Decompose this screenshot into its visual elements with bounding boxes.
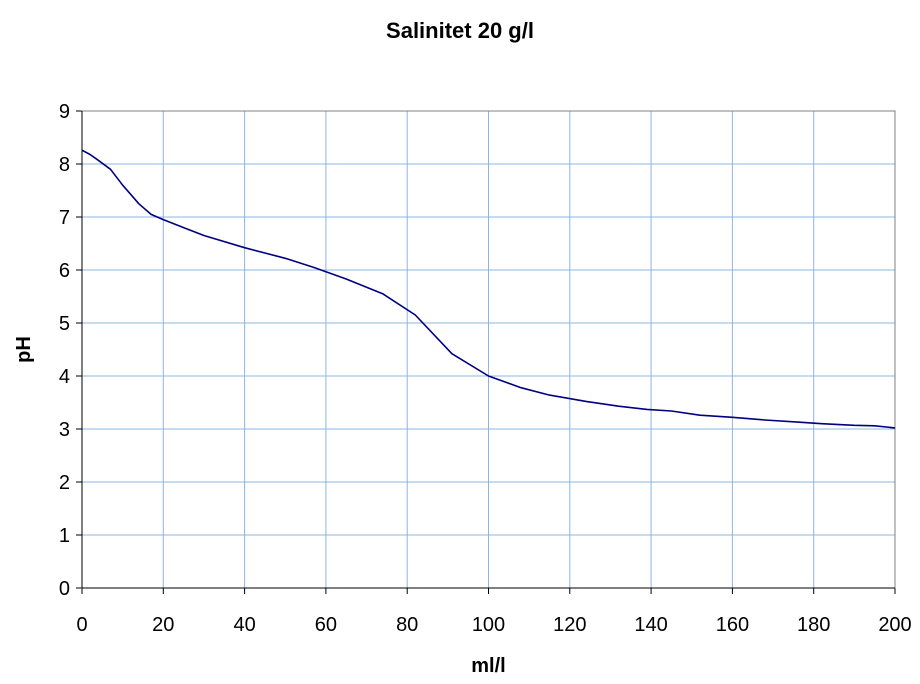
y-tick-label: 8 [59,154,70,176]
x-tick-label: 80 [396,614,418,636]
y-tick-label: 6 [59,260,70,282]
x-tick-label: 40 [233,614,255,636]
x-tick-label: 200 [878,614,911,636]
y-tick-label: 0 [59,578,70,600]
y-tick-label: 7 [59,207,70,229]
y-tick-label: 4 [59,366,70,388]
x-tick-label: 20 [152,614,174,636]
x-tick-label: 100 [472,614,505,636]
series-line [81,149,896,429]
x-tick-label: 60 [315,614,337,636]
x-tick-label: 0 [76,614,87,636]
x-axis-title: ml/l [471,655,505,677]
y-tick-label: 5 [59,313,70,335]
y-tick-label: 3 [59,419,70,441]
y-tick-label: 1 [59,525,70,547]
y-axis-title: pH [13,336,35,363]
y-tick-label: 9 [59,101,70,123]
chart-title: Salinitet 20 g/l [386,18,534,43]
y-tick-label: 2 [59,472,70,494]
plot-area: 0 20 40 60 80 100 120 140 160 180 200 0 1 2 3 4 5 6 7 8 9 [59,101,912,636]
x-tick-label: 180 [797,614,830,636]
x-tick-label: 140 [634,614,667,636]
x-tick-label: 120 [553,614,586,636]
x-tick-label: 160 [716,614,749,636]
